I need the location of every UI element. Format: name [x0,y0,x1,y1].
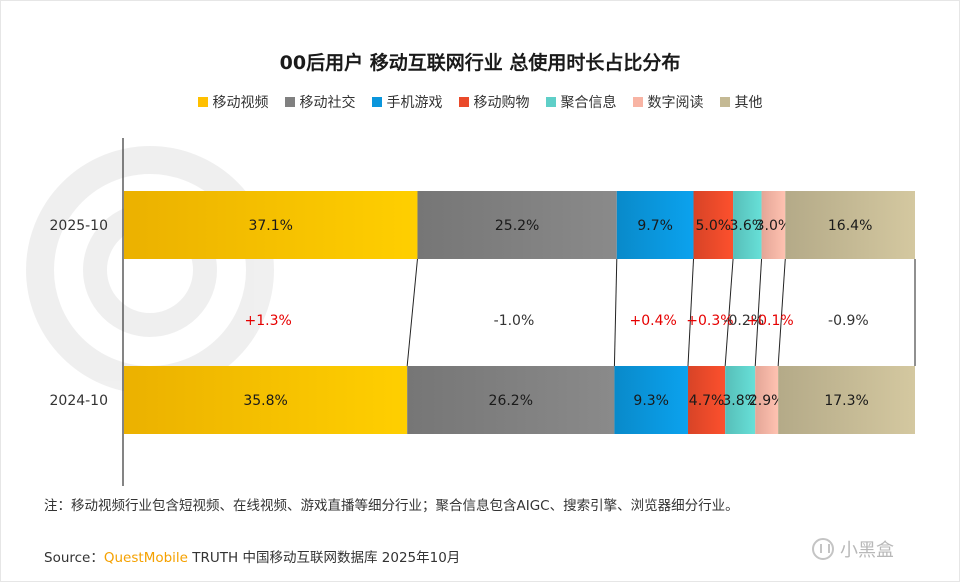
change-label: +0.4% [630,313,677,329]
bar-segment [733,191,762,259]
legend-swatch [458,97,469,107]
connector-line [754,258,763,367]
source-brand: QuestMobile [103,550,188,566]
bar-segment [614,366,688,434]
source-rest: TRUTH 中国移动互联网数据库 2025年10月 [187,550,461,566]
footnote: 注：移动视频行业包含短视频、在线视频、游戏直播等细分行业；聚合信息包含AIGC、… [44,498,739,514]
category-label: 2025-10 [50,218,109,234]
bar-segment [778,366,915,434]
source-line: Source：QuestMobile TRUTH 中国移动互联网数据库 2025… [44,546,460,566]
chart-title: 00后用户 移动互联网行业 总使用时长占比分布 [279,52,681,74]
change-label: -1.0% [494,313,535,329]
legend-swatch [197,97,208,107]
bar-value-label: 26.2% [489,393,533,409]
heybox-watermark-text: 小黑盒 [840,540,894,561]
legend-label: 其他 [734,95,763,111]
bar-segment [124,366,408,434]
legend-item: 手机游戏 [371,92,443,112]
legend-label: 手机游戏 [386,95,443,111]
legend-swatch [719,97,730,107]
bar-value-label: 3.8% [722,393,758,409]
legend-item: 聚合信息 [545,92,617,112]
bar-value-label: 9.7% [637,218,673,234]
bar-value-label: 5.0% [696,218,732,234]
legend-label: 移动购物 [473,95,530,111]
source-prefix: Source： [44,550,104,566]
bar-value-label: 3.6% [730,218,766,234]
change-label: -0.9% [828,313,869,329]
bar-segment [755,366,779,434]
bar-value-label: 25.2% [495,218,539,234]
bar-value-label: 17.3% [824,393,868,409]
legend-label: 数字阅读 [647,95,704,111]
legend-item: 移动社交 [284,92,356,112]
legend-swatch [545,97,556,107]
bar-segment [693,191,734,259]
legend-label: 移动社交 [299,95,356,111]
bar-value-label: 35.8% [243,393,287,409]
bar-segment [616,191,694,259]
bar-segment [785,191,915,259]
legend-item: 数字阅读 [632,92,704,112]
change-label: -0.2% [723,313,764,329]
connector-line [777,258,786,367]
category-label: 2024-10 [50,393,109,409]
change-label: +0.3% [686,313,733,329]
bar-segment [417,191,617,259]
legend-label: 聚合信息 [560,95,617,111]
legend-swatch [284,97,295,107]
bar-value-label: 16.4% [828,218,872,234]
chart-legend: 移动视频 移动社交 手机游戏 移动购物 聚合信息 数字阅读 其他 [0,92,960,112]
connector-line [724,258,734,367]
connector-line [406,258,418,367]
bar-segment [407,366,615,434]
heybox-logo-icon [812,538,834,560]
bar-value-label: 2.9% [749,393,785,409]
connector-line [687,258,695,367]
bar-value-label: 3.0% [756,218,792,234]
bar-segment [761,191,786,259]
legend-item: 移动视频 [197,92,269,112]
bar-value-label: 37.1% [248,218,292,234]
bar-segment [124,191,418,259]
bar-value-label: 4.7% [689,393,725,409]
connector-line [613,258,618,367]
change-label: +1.3% [245,313,292,329]
heybox-watermark: 小黑盒 [812,536,894,562]
legend-item: 其他 [719,92,763,112]
bar-segment [687,366,726,434]
legend-swatch [632,97,643,107]
change-label: +0.1% [746,313,793,329]
legend-item: 移动购物 [458,92,530,112]
bar-value-label: 9.3% [633,393,669,409]
legend-label: 移动视频 [212,95,269,111]
legend-swatch [371,97,382,107]
bar-segment [725,366,756,434]
